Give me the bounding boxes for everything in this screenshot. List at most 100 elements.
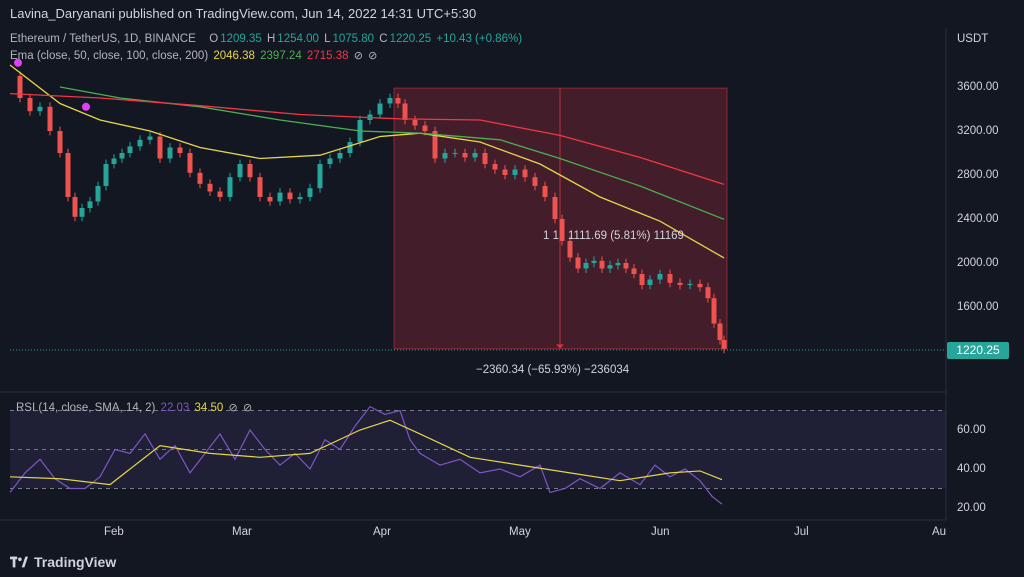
candle-body (167, 147, 173, 159)
last-price-tag: 1220.25 (947, 342, 1009, 359)
candle-body (307, 188, 313, 197)
rsi-label: RSI (14, close, SMA, 14, 2) (16, 402, 156, 414)
candle-body (17, 76, 23, 98)
tradingview-brand[interactable]: TradingView (10, 552, 116, 572)
brand-name: TradingView (34, 554, 117, 570)
ema-label: Ema (close, 50, close, 100, close, 200) (10, 50, 209, 62)
candle-body (377, 103, 383, 115)
measure-range-label: −2360.34 (−65.93%) −236034 (476, 364, 630, 376)
candle-body (337, 153, 343, 159)
candle-body (79, 208, 85, 217)
candle-body (177, 147, 183, 153)
price-tick: 3200.00 (957, 125, 999, 137)
currency-label: USDT (957, 33, 989, 45)
tradingview-logo-icon (10, 556, 28, 568)
time-tick: Feb (104, 526, 124, 538)
candle-body (711, 298, 717, 324)
candle-body (402, 103, 408, 120)
price-tick: 2000.00 (957, 257, 999, 269)
candle-body (237, 164, 243, 178)
candle-body (103, 164, 109, 186)
candle-body (412, 120, 418, 126)
price-tick: 2400.00 (957, 213, 999, 225)
time-tick: Jun (651, 526, 670, 538)
close-label: C (379, 33, 388, 45)
candle-body (721, 340, 727, 349)
price-tick: 1600.00 (957, 301, 999, 313)
candle-body (432, 131, 438, 159)
open-label: O (209, 33, 219, 45)
candle-body (717, 323, 723, 340)
candle-body (297, 197, 303, 200)
candle-body (247, 164, 253, 178)
rsi-tick: 40.00 (957, 463, 986, 475)
candle-body (575, 257, 581, 269)
time-tick: Au (932, 526, 947, 538)
candle-body (387, 98, 393, 104)
candle-body (623, 263, 629, 269)
time-tick: Jul (794, 526, 809, 538)
open-value: 1209.35 (220, 33, 262, 45)
candle-body (502, 169, 508, 175)
candle-body (347, 142, 353, 153)
visibility-icon[interactable]: ⊘ (353, 50, 363, 62)
rsi-value: 22.03 (160, 402, 190, 414)
candle-body (87, 201, 93, 208)
candle-body (472, 153, 478, 158)
measure-mid-label-a: 1 1 (543, 230, 559, 242)
candle-body (559, 219, 565, 241)
candle-body (57, 131, 63, 153)
candle-body (95, 186, 101, 202)
candle-body (187, 153, 193, 173)
candle-body (127, 146, 133, 153)
price-tick: 2800.00 (957, 169, 999, 181)
candle-body (591, 260, 597, 263)
change-value: +10.43 (+0.86%) (436, 33, 523, 45)
ema-legend[interactable]: Ema (close, 50, close, 100, close, 200) … (10, 49, 379, 62)
low-label: L (324, 33, 331, 45)
candle-body (512, 169, 518, 175)
candle-body (677, 282, 683, 285)
candle-body (137, 139, 143, 147)
time-tick: May (509, 526, 531, 538)
candle-body (462, 153, 468, 158)
candle-body (667, 274, 673, 283)
ema200-value: 2715.38 (306, 50, 349, 62)
high-value: 1254.00 (277, 33, 319, 45)
rsi-sma-value: 34.50 (194, 402, 224, 414)
candle-body (27, 98, 33, 112)
candle-body (72, 197, 78, 217)
ema100-value: 2397.24 (260, 50, 302, 62)
candle-body (287, 192, 293, 200)
rsi-sma-line (9, 419, 723, 486)
candle-body (532, 177, 538, 186)
candle-body (542, 186, 548, 197)
candle-body (599, 260, 605, 269)
candle-body (452, 153, 458, 154)
close-value: 1220.25 (389, 33, 432, 45)
cross-marker (82, 102, 90, 111)
rsi-tick: 20.00 (957, 502, 986, 514)
rsi-line (9, 405, 723, 505)
candle-body (552, 197, 558, 219)
candle-body (111, 158, 117, 164)
time-tick: Apr (373, 526, 391, 538)
candle-body (327, 158, 333, 164)
ema50-line (9, 64, 725, 259)
dot-separator (201, 33, 204, 45)
candle-body (277, 192, 283, 202)
time-tick: Mar (232, 526, 252, 538)
candle-body (705, 287, 711, 299)
measure-mid-label-b: 1111.69 (5.81%) 11169 (568, 230, 684, 242)
low-value: 1075.80 (332, 33, 375, 45)
candle-body (395, 98, 401, 104)
visibility-icon[interactable]: ⊘ (242, 402, 253, 414)
publisher-line: Lavina_Daryanani published on TradingVie… (10, 6, 477, 21)
visibility-icon[interactable]: ⊘ (228, 402, 238, 414)
rsi-legend[interactable]: RSI (14, close, SMA, 14, 2) 22.03 34.50 … (16, 401, 254, 414)
candle-body (267, 197, 273, 202)
candle-body (615, 263, 621, 266)
visibility-icon[interactable]: ⊘ (368, 50, 378, 62)
candle-body (119, 153, 125, 159)
